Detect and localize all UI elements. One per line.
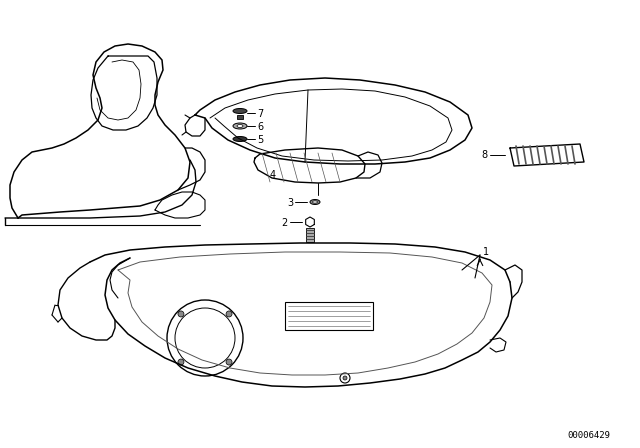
Ellipse shape — [237, 125, 243, 128]
Text: 6: 6 — [257, 122, 263, 132]
Text: 1: 1 — [483, 247, 489, 257]
Circle shape — [226, 359, 232, 365]
Text: 5: 5 — [257, 135, 263, 145]
Bar — [306, 228, 314, 242]
Text: 7: 7 — [257, 109, 263, 119]
Text: 8: 8 — [482, 150, 488, 160]
Circle shape — [178, 311, 184, 317]
Ellipse shape — [233, 123, 247, 129]
Ellipse shape — [233, 137, 247, 142]
Bar — [285, 302, 373, 330]
Ellipse shape — [310, 199, 320, 204]
Text: 00006429: 00006429 — [567, 431, 610, 440]
Circle shape — [178, 359, 184, 365]
Text: 3: 3 — [287, 198, 293, 208]
Ellipse shape — [233, 108, 247, 113]
Text: 2: 2 — [282, 218, 288, 228]
Circle shape — [343, 376, 347, 380]
Ellipse shape — [312, 201, 317, 203]
Text: 4: 4 — [270, 170, 276, 180]
Bar — [237, 115, 243, 119]
Circle shape — [226, 311, 232, 317]
